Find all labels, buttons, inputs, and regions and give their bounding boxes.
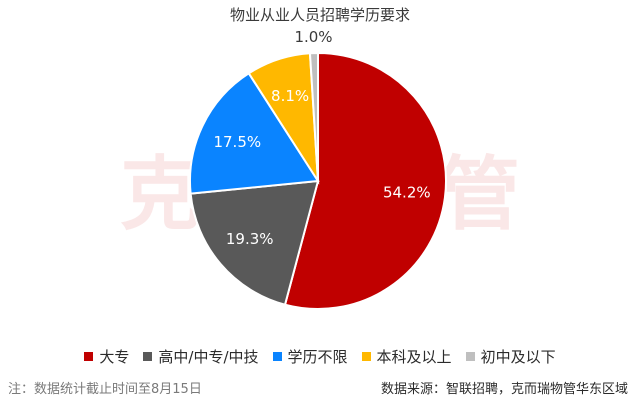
legend-item-dazhuan: 大专 <box>84 346 129 367</box>
slice-label: 19.3% <box>226 230 274 248</box>
data-source: 数据来源：智联招聘，克而瑞物管华东区域 <box>380 382 628 397</box>
legend-item-gaozhong: 高中/中专/中技 <box>143 346 259 367</box>
slice-label: 1.0% <box>294 28 332 46</box>
legend-swatch <box>84 352 94 361</box>
slice-label: 8.1% <box>271 87 309 105</box>
legend-item-buxian: 学历不限 <box>272 346 348 367</box>
legend-label: 大专 <box>99 348 130 366</box>
slice-dazhuan <box>283 51 447 310</box>
legend-swatch <box>143 352 153 361</box>
footnote: 注：数据统计截止时间至8月15日 <box>8 382 202 397</box>
chart-title: 物业从业人员招聘学历要求 <box>229 6 410 24</box>
legend-swatch <box>465 352 475 361</box>
slice-gaozhong <box>189 179 320 306</box>
slice-chuzhong <box>308 51 319 182</box>
legend-label: 高中/中专/中技 <box>158 348 259 366</box>
legend-label: 初中及以下 <box>480 348 556 366</box>
legend-label: 学历不限 <box>287 348 348 366</box>
legend-item-benke: 本科及以上 <box>361 346 452 367</box>
slice-label: 17.5% <box>213 133 261 151</box>
legend-item-chuzhong: 初中及以下 <box>465 346 556 367</box>
legend-swatch <box>272 352 282 361</box>
legend: 大专 高中/中专/中技 学历不限 本科及以上 初中及以下 <box>0 346 640 367</box>
slice-label: 54.2% <box>383 184 431 202</box>
legend-label: 本科及以上 <box>376 348 452 366</box>
legend-swatch <box>361 352 371 361</box>
slice-buxian <box>189 71 320 195</box>
